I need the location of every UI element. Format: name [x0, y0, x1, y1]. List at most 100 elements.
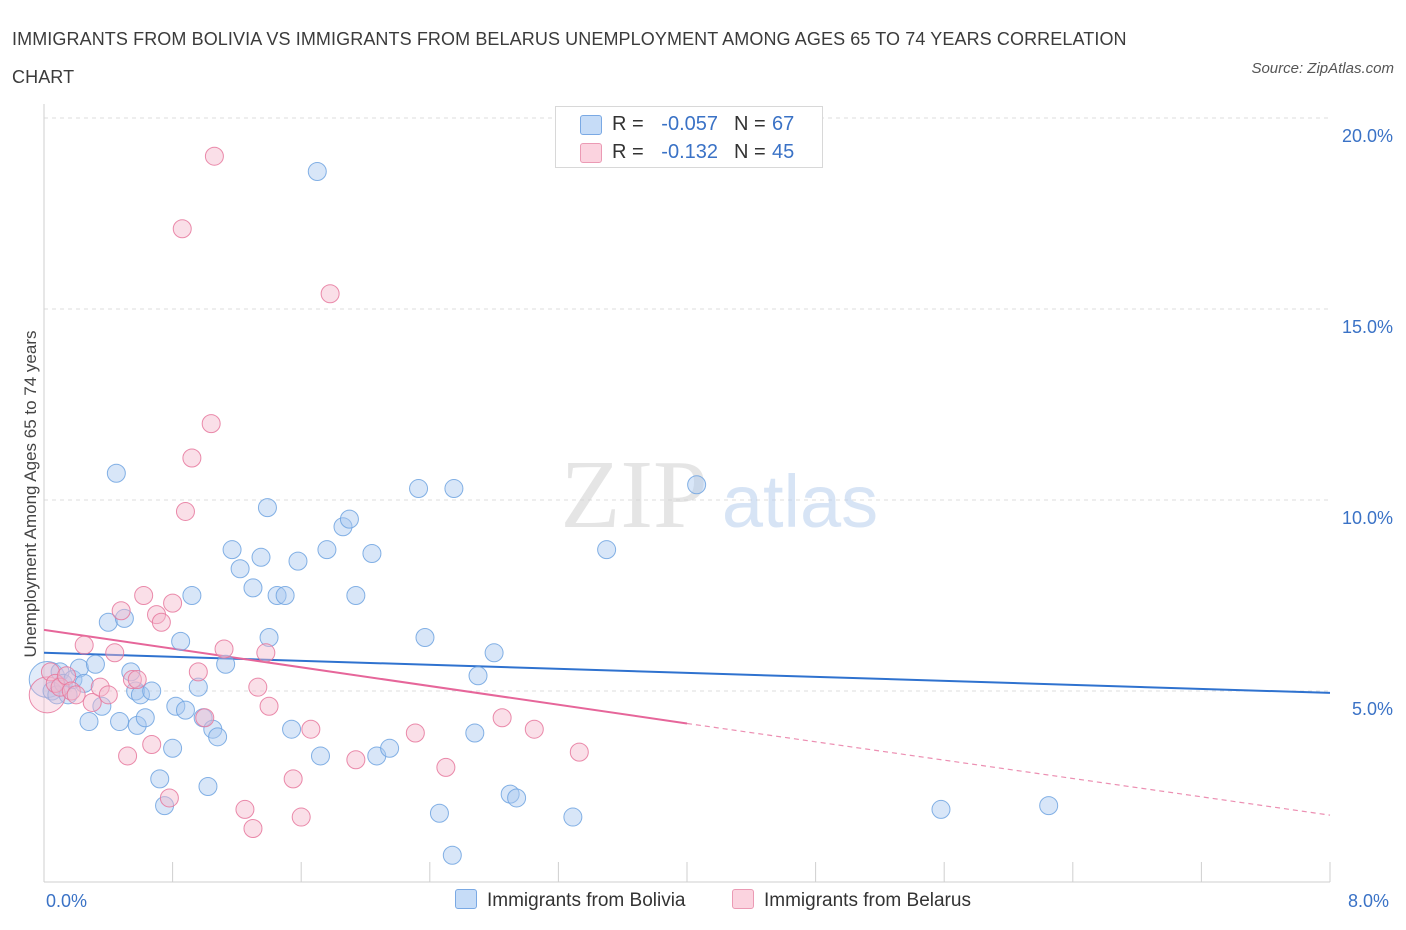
- point-bolivia: [171, 631, 191, 651]
- point-belarus: [291, 807, 311, 827]
- point-belarus: [195, 708, 215, 728]
- point-belarus: [436, 757, 456, 777]
- point-belarus: [82, 692, 102, 712]
- point-belarus: [105, 643, 125, 663]
- point-bolivia: [135, 708, 155, 728]
- point-bolivia: [175, 700, 195, 720]
- axes: [43, 104, 1331, 883]
- stats-legend: R = -0.057 N = 67 R = -0.132 N = 45: [555, 106, 823, 168]
- point-bolivia: [150, 769, 170, 789]
- point-bolivia: [79, 712, 99, 732]
- point-bolivia: [121, 662, 141, 682]
- point-bolivia: [208, 727, 228, 747]
- point-bolivia: [85, 654, 105, 674]
- legend-n-label: N =: [734, 141, 766, 163]
- point-bolivia: [346, 586, 366, 605]
- legend-r-value: -0.057: [661, 113, 718, 135]
- point-belarus: [57, 666, 77, 686]
- point-bolivia: [182, 586, 202, 605]
- point-belarus: [118, 746, 138, 766]
- legend-r-label: R =: [612, 141, 644, 163]
- point-bolivia: [563, 807, 583, 827]
- point-bolivia: [1039, 796, 1059, 816]
- point-belarus: [346, 750, 366, 770]
- watermark-zip: ZIP: [561, 441, 708, 549]
- point-bolivia: [98, 612, 118, 632]
- point-belarus: [50, 677, 70, 697]
- point-belarus: [201, 414, 221, 434]
- point-bolivia: [339, 509, 359, 529]
- legend-n-value: 45: [772, 141, 795, 163]
- point-belarus: [243, 819, 263, 839]
- point-bolivia: [333, 517, 353, 537]
- point-bolivia: [114, 608, 134, 628]
- point-bolivia: [230, 559, 250, 579]
- point-belarus: [492, 708, 512, 728]
- legend-swatch-bolivia: [455, 889, 477, 909]
- point-bolivia: [282, 719, 302, 739]
- point-bolivia: [597, 540, 617, 560]
- point-bolivia: [127, 715, 147, 735]
- legend-r-label: R =: [612, 113, 644, 135]
- point-bolivia: [310, 746, 330, 766]
- grid-lines: [44, 117, 1330, 692]
- y-tick-label: 20.0%: [1342, 126, 1393, 146]
- point-bolivia: [198, 777, 218, 796]
- legend-n-value: 67: [772, 113, 795, 135]
- legend-item-belarus[interactable]: Immigrants from Belarus: [732, 889, 971, 912]
- legend-swatch-belarus: [580, 143, 602, 163]
- point-belarus: [259, 696, 279, 716]
- point-bolivia: [188, 677, 208, 697]
- point-bolivia: [429, 803, 449, 823]
- y-tick-label: 5.0%: [1352, 699, 1393, 719]
- point-bolivia: [931, 799, 951, 819]
- point-bolivia: [259, 628, 279, 648]
- legend-label-bolivia: Immigrants from Bolivia: [487, 890, 686, 911]
- point-bolivia: [275, 586, 295, 605]
- y-tick-label: 15.0%: [1342, 317, 1393, 337]
- point-bolivia: [380, 738, 400, 758]
- point-belarus: [214, 639, 234, 659]
- point-bolivia: [507, 788, 527, 808]
- legend-r-value: -0.132: [661, 141, 718, 163]
- point-belarus: [142, 734, 162, 754]
- point-bolivia: [444, 479, 464, 499]
- point-belarus: [90, 677, 110, 697]
- point-bolivia: [468, 666, 488, 686]
- point-belarus: [66, 685, 86, 705]
- point-bolivia: [484, 643, 504, 663]
- point-belarus: [172, 219, 192, 239]
- point-bolivia: [163, 738, 183, 758]
- point-bolivia: [317, 540, 337, 560]
- point-belarus: [163, 593, 183, 613]
- point-belarus: [283, 769, 303, 789]
- point-bolivia: [409, 479, 429, 499]
- legend-label-belarus: Immigrants from Belarus: [764, 890, 971, 911]
- point-belarus: [111, 601, 131, 621]
- legend-row-belarus: R = -0.132 N = 45: [556, 139, 822, 165]
- point-bolivia: [53, 673, 73, 693]
- legend-item-bolivia[interactable]: Immigrants from Bolivia: [455, 889, 686, 912]
- point-belarus: [320, 284, 340, 304]
- trend-lines: [43, 628, 1331, 816]
- watermark-atlas: atlas: [722, 460, 878, 543]
- trend-line-belarus-extension: [686, 722, 1331, 816]
- point-bolivia: [106, 463, 126, 483]
- trend-line-belarus: [43, 628, 688, 725]
- point-bolivia: [130, 685, 150, 705]
- point-bolivia: [415, 628, 435, 648]
- point-belarus: [235, 799, 255, 819]
- point-belarus: [569, 742, 589, 762]
- point-belarus: [151, 612, 171, 632]
- legend-n-label: N =: [734, 113, 766, 135]
- point-belarus: [182, 448, 202, 468]
- point-bolivia: [142, 681, 162, 701]
- point-belarus: [204, 146, 224, 166]
- point-belarus: [74, 635, 94, 655]
- point-bolivia: [216, 654, 236, 674]
- trend-line-bolivia: [43, 651, 1331, 694]
- point-bolivia: [110, 712, 130, 732]
- legend-swatch-bolivia: [580, 115, 602, 135]
- point-belarus: [248, 677, 268, 697]
